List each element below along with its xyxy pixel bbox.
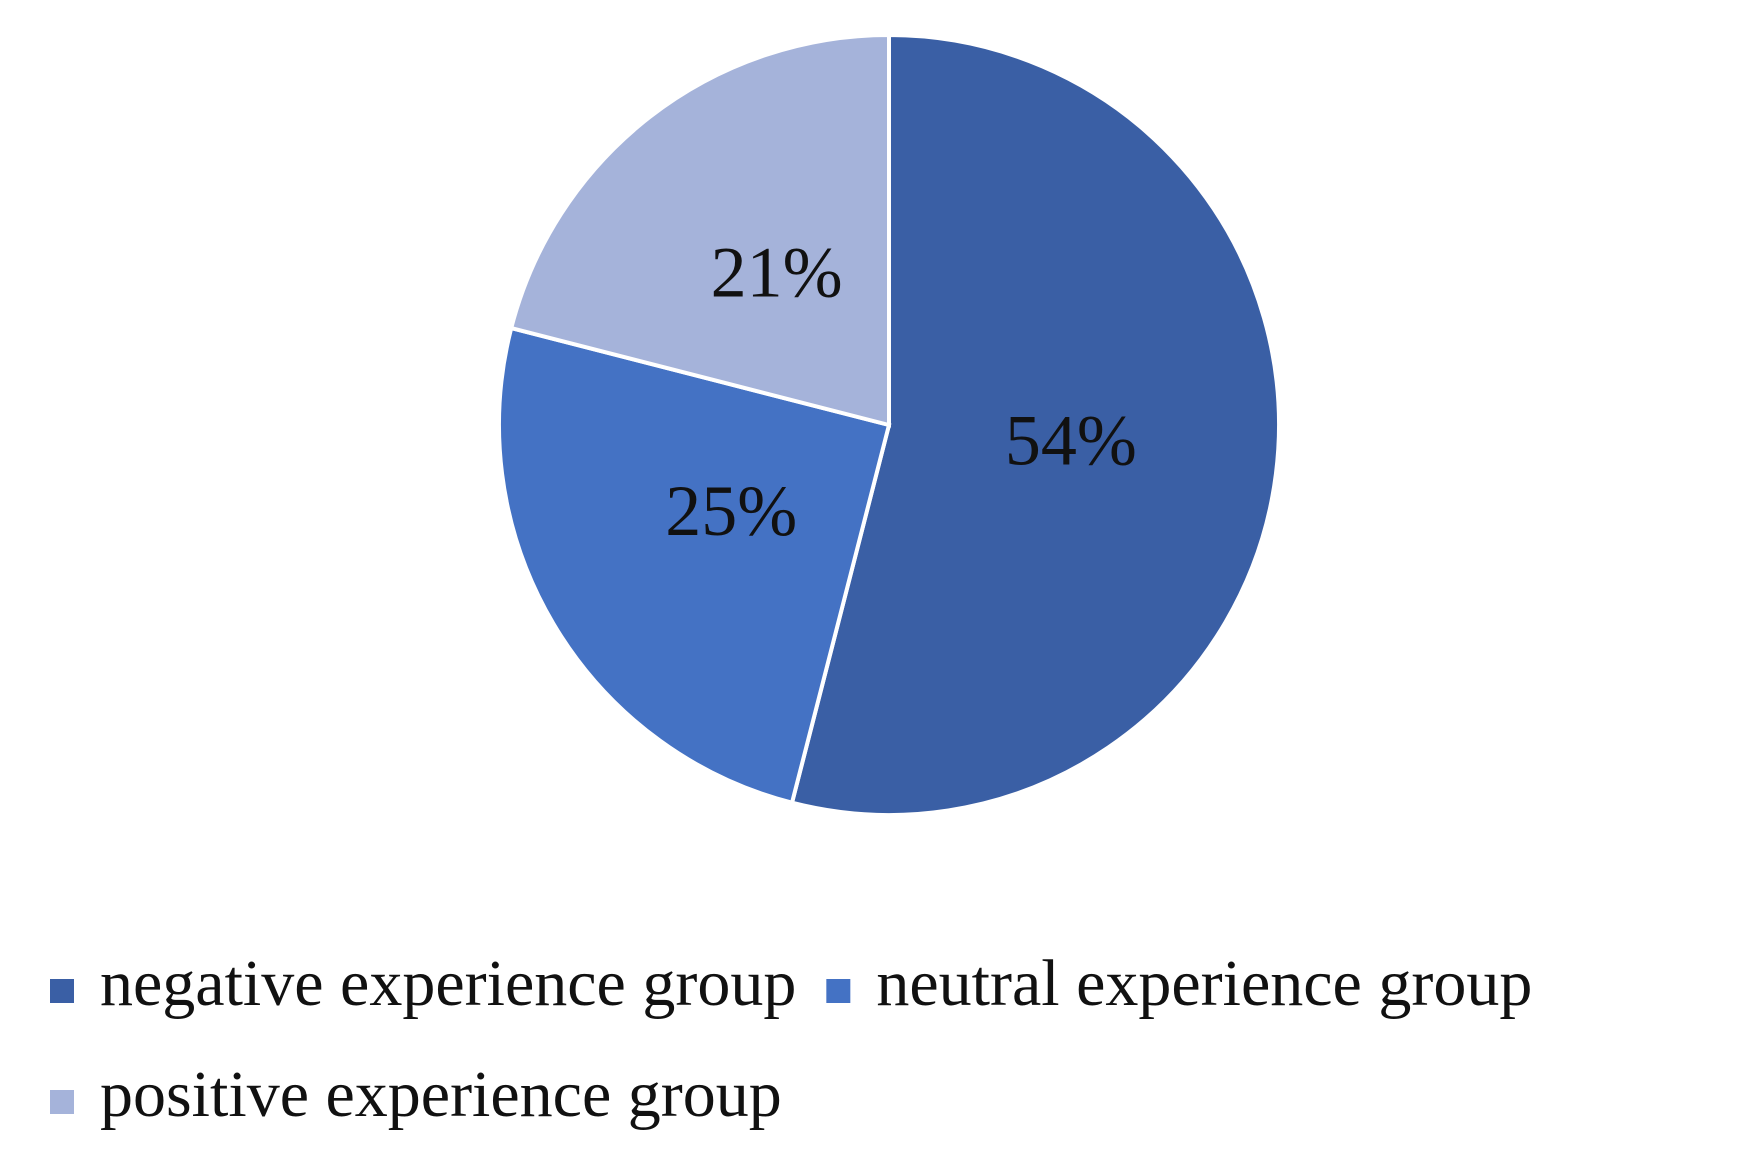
pie-slice xyxy=(789,32,1281,817)
pie-slice xyxy=(508,32,891,428)
pie-slice xyxy=(497,325,892,806)
legend-label: negative experience group xyxy=(100,947,796,1020)
legend-swatch xyxy=(50,979,74,1003)
legend-label: positive experience group xyxy=(100,1058,782,1131)
data-label: 54% xyxy=(1005,400,1137,480)
legend-label: neutral experience group xyxy=(876,947,1532,1020)
data-label: 21% xyxy=(711,233,843,313)
data-label: 25% xyxy=(665,471,797,551)
legend-swatch xyxy=(826,979,851,1003)
legend-swatch xyxy=(50,1090,74,1114)
